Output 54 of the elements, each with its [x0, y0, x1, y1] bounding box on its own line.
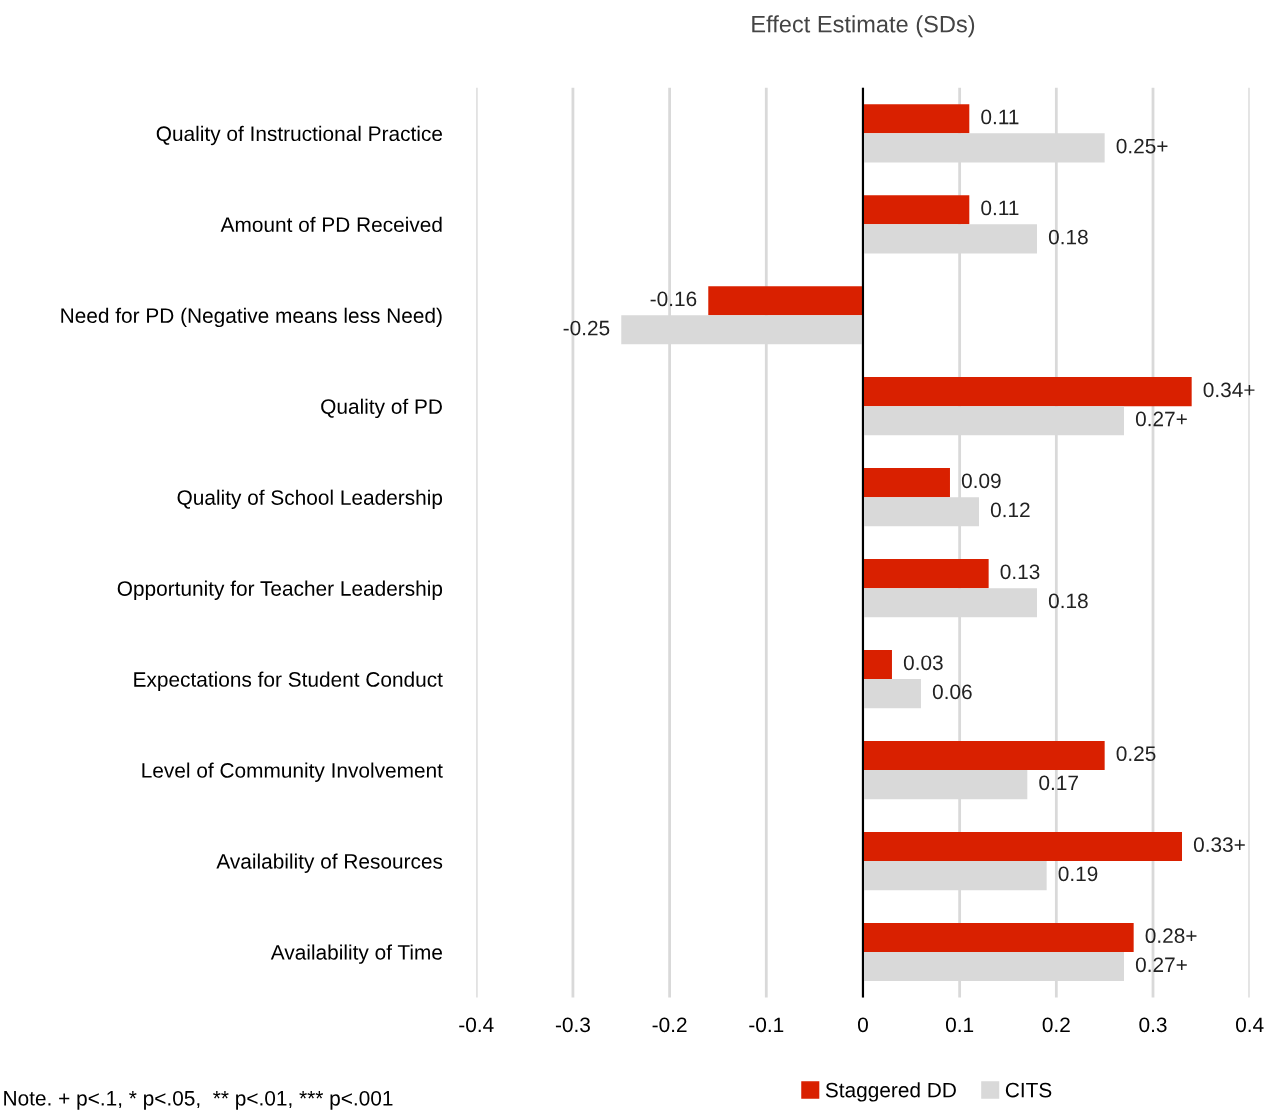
x-tick-label: -0.3 — [555, 1017, 590, 1033]
y-tick-label: Availability of Time — [270, 944, 442, 964]
y-tick-label: Amount of PD Received — [220, 216, 442, 233]
x-tick-label: -0.1 — [749, 1017, 784, 1033]
data-label: 0.06 — [932, 684, 972, 700]
bar — [862, 922, 1134, 952]
y-tick-label: Need for PD (Negative means less Need) — [61, 307, 442, 328]
data-label: 0.11 — [981, 200, 1019, 216]
x-tick-label: 0.4 — [1236, 1017, 1264, 1033]
text: Note. + p<.1, * p<.05, ** p<.01, *** p<.001 — [4, 1090, 393, 1110]
y-tick-label: Availability of Resources — [216, 853, 443, 873]
x-tick-label: -0.4 — [459, 1017, 494, 1033]
y-tick-label: Quality of Instructional Practice — [156, 125, 443, 146]
data-label: 0.18 — [1048, 229, 1088, 245]
x-tick-label: 0.2 — [1042, 1017, 1070, 1033]
y-tick-label: Quality of School Leadership — [177, 489, 443, 510]
data-label: 0.28+ — [1145, 928, 1197, 944]
bar — [862, 468, 950, 498]
x-tick-label: 0.1 — [945, 1017, 974, 1033]
bar — [862, 831, 1182, 862]
bar — [862, 195, 970, 225]
y-tick-label: Level of Community Involvement — [142, 762, 443, 782]
bar — [862, 740, 1105, 771]
bar — [708, 286, 863, 316]
bar — [862, 679, 921, 709]
y-tick-label: Quality of PD — [321, 398, 442, 419]
x-tick-label: 0 — [857, 1017, 868, 1033]
x-tick-label: -0.2 — [652, 1017, 687, 1033]
data-label: 0.09 — [961, 473, 1001, 489]
data-label: 0.19 — [1058, 866, 1098, 882]
data-label: -0.16 — [650, 291, 697, 307]
bar — [862, 377, 1192, 407]
y-tick-label: Expectations for Student Conduct — [134, 671, 443, 691]
x-tick-label: 0.3 — [1139, 1017, 1167, 1033]
data-label: 0.27+ — [1135, 411, 1187, 427]
bar — [862, 649, 892, 680]
data-label: 0.25 — [1116, 746, 1156, 762]
legend-label: CITS — [1005, 1082, 1052, 1098]
data-label: 0.11 — [981, 109, 1019, 125]
data-label: 0.33+ — [1193, 837, 1245, 853]
data-label: 0.12 — [990, 502, 1030, 518]
data-label: 0.27+ — [1135, 957, 1187, 973]
chart-title: Effect Estimate (SDs) — [752, 15, 975, 38]
y-tick-label: Opportunity for Teacher Leadership — [117, 580, 443, 601]
bar — [862, 104, 970, 134]
data-label: 0.25+ — [1116, 138, 1168, 154]
bar — [862, 559, 989, 589]
data-label: 0.13 — [1000, 564, 1040, 580]
data-label: 0.17 — [1039, 775, 1078, 791]
data-label: 0.34+ — [1203, 382, 1255, 398]
data-label: 0.03 — [903, 655, 943, 671]
legend-label: Staggered DD — [825, 1082, 956, 1102]
data-label: 0.18 — [1048, 593, 1088, 609]
data-label: -0.25 — [563, 320, 610, 336]
